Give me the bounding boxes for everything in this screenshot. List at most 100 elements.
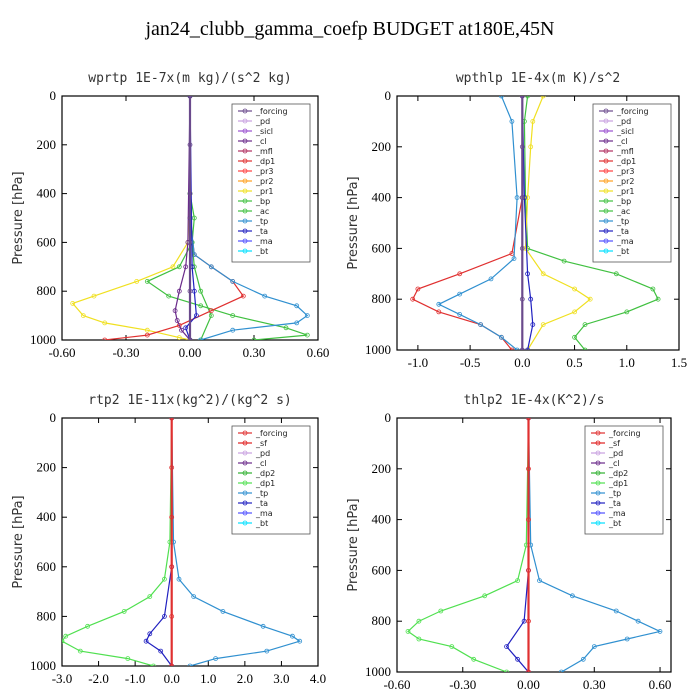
legend-entry: _ma (616, 237, 634, 246)
legend-marker (242, 168, 248, 174)
legend-marker (603, 108, 609, 114)
y-tick-label: 800 (37, 608, 57, 623)
data-point (415, 286, 421, 292)
data-point (158, 648, 164, 654)
y-tick-label: 1000 (365, 664, 391, 679)
data-point (572, 309, 577, 315)
y-tick-label: 800 (372, 291, 392, 306)
data-point (169, 614, 175, 619)
data-point (161, 576, 167, 582)
data-point (519, 195, 525, 201)
data-point (85, 623, 90, 629)
data-point (613, 608, 619, 614)
data-point (144, 278, 150, 284)
data-point (582, 347, 588, 350)
legend-marker (603, 118, 609, 124)
legend-box (231, 425, 311, 535)
x-tick-label: -1.0 (125, 671, 146, 686)
legend-entry: _dp1 (608, 479, 628, 488)
legend-marker (242, 208, 248, 214)
legend-marker (242, 440, 248, 446)
y-tick-label: 0 (385, 88, 392, 103)
legend-entry: _dp1 (616, 157, 636, 166)
y-tick-label: 200 (372, 461, 392, 476)
x-tick-label: 1.5 (671, 355, 687, 370)
y-tick-label: 800 (37, 283, 57, 298)
data-point (478, 322, 484, 328)
series-line-ta (521, 96, 534, 350)
data-point (262, 293, 268, 299)
data-point (161, 614, 167, 619)
legend-entry: _cl (255, 459, 267, 468)
legend-entry: _bp (616, 197, 631, 206)
legend-entry: _dp2 (255, 469, 275, 478)
data-point (147, 631, 153, 637)
data-point (416, 636, 422, 642)
legend-marker (242, 238, 248, 244)
series-line-pr1 (71, 96, 191, 340)
legend-entry: _pr1 (255, 187, 273, 196)
data-point (572, 286, 577, 292)
data-point (62, 638, 65, 644)
data-point (294, 320, 300, 326)
legend-marker (242, 480, 248, 486)
legend-entry: _sicl (616, 127, 634, 136)
data-point (187, 96, 193, 99)
data-point (515, 656, 520, 662)
data-point (655, 296, 661, 302)
legend-entry: _pd (255, 117, 270, 126)
data-point (283, 325, 289, 331)
data-point (294, 303, 300, 309)
data-point (580, 656, 586, 662)
data-point (169, 663, 175, 666)
data-point (591, 644, 597, 649)
y-axis-label: Pressure [hPa] (346, 498, 361, 591)
chart-panel-1: wprtp 1E-7x(m kg)/(s^2 kg) Pressure [hPa]… (11, 71, 329, 360)
legend-marker (603, 148, 609, 154)
figure-title: jan24_clubb_gamma_coefp BUDGET at180E,45… (145, 18, 555, 40)
y-tick-label: 200 (37, 137, 57, 152)
legend-entry: _pr3 (255, 167, 273, 176)
data-point (169, 564, 175, 570)
data-point (514, 347, 520, 350)
data-point (499, 96, 504, 99)
data-point (457, 311, 463, 317)
data-point (511, 256, 517, 262)
x-tick-label: -0.30 (112, 345, 139, 360)
legend-marker (242, 500, 248, 506)
data-point (143, 638, 149, 644)
x-tick-label: 2.0 (237, 671, 253, 686)
legend-marker (595, 480, 601, 486)
data-point (102, 320, 108, 326)
data-point (540, 96, 546, 99)
data-point (509, 119, 515, 124)
legend-entry: _mfl (255, 147, 273, 156)
data-point (208, 264, 214, 270)
y-tick-label: 600 (372, 562, 392, 577)
data-point (525, 195, 530, 201)
legend-entry: _bt (255, 519, 268, 528)
y-tick-label: 800 (372, 613, 392, 628)
data-point (77, 648, 83, 654)
data-point (519, 296, 525, 302)
legend-entry: _ma (255, 509, 273, 518)
panel-title: wprtp 1E-7x(m kg)/(s^2 kg) (88, 71, 292, 86)
legend: _forcing_sf_pd_cl_dp2_dp1_tp_ta_ma_bt (231, 425, 311, 535)
legend-entry: _ma (608, 509, 626, 518)
y-tick-label: 1000 (365, 342, 391, 357)
data-point (457, 271, 463, 277)
data-point (504, 644, 510, 649)
data-point (650, 286, 656, 292)
legend-entry: _forcing (255, 107, 288, 116)
legend-entry: _ta (608, 499, 621, 508)
legend-entry: _tp (255, 217, 268, 226)
legend-marker (242, 158, 248, 164)
data-point (251, 337, 257, 340)
legend-marker (242, 118, 248, 124)
data-point (498, 334, 504, 340)
legend-marker (242, 148, 248, 154)
legend-entry: _tp (616, 217, 629, 226)
y-tick-label: 1000 (30, 332, 56, 347)
series-line-tp (437, 96, 518, 350)
y-tick-label: 1000 (30, 658, 56, 673)
